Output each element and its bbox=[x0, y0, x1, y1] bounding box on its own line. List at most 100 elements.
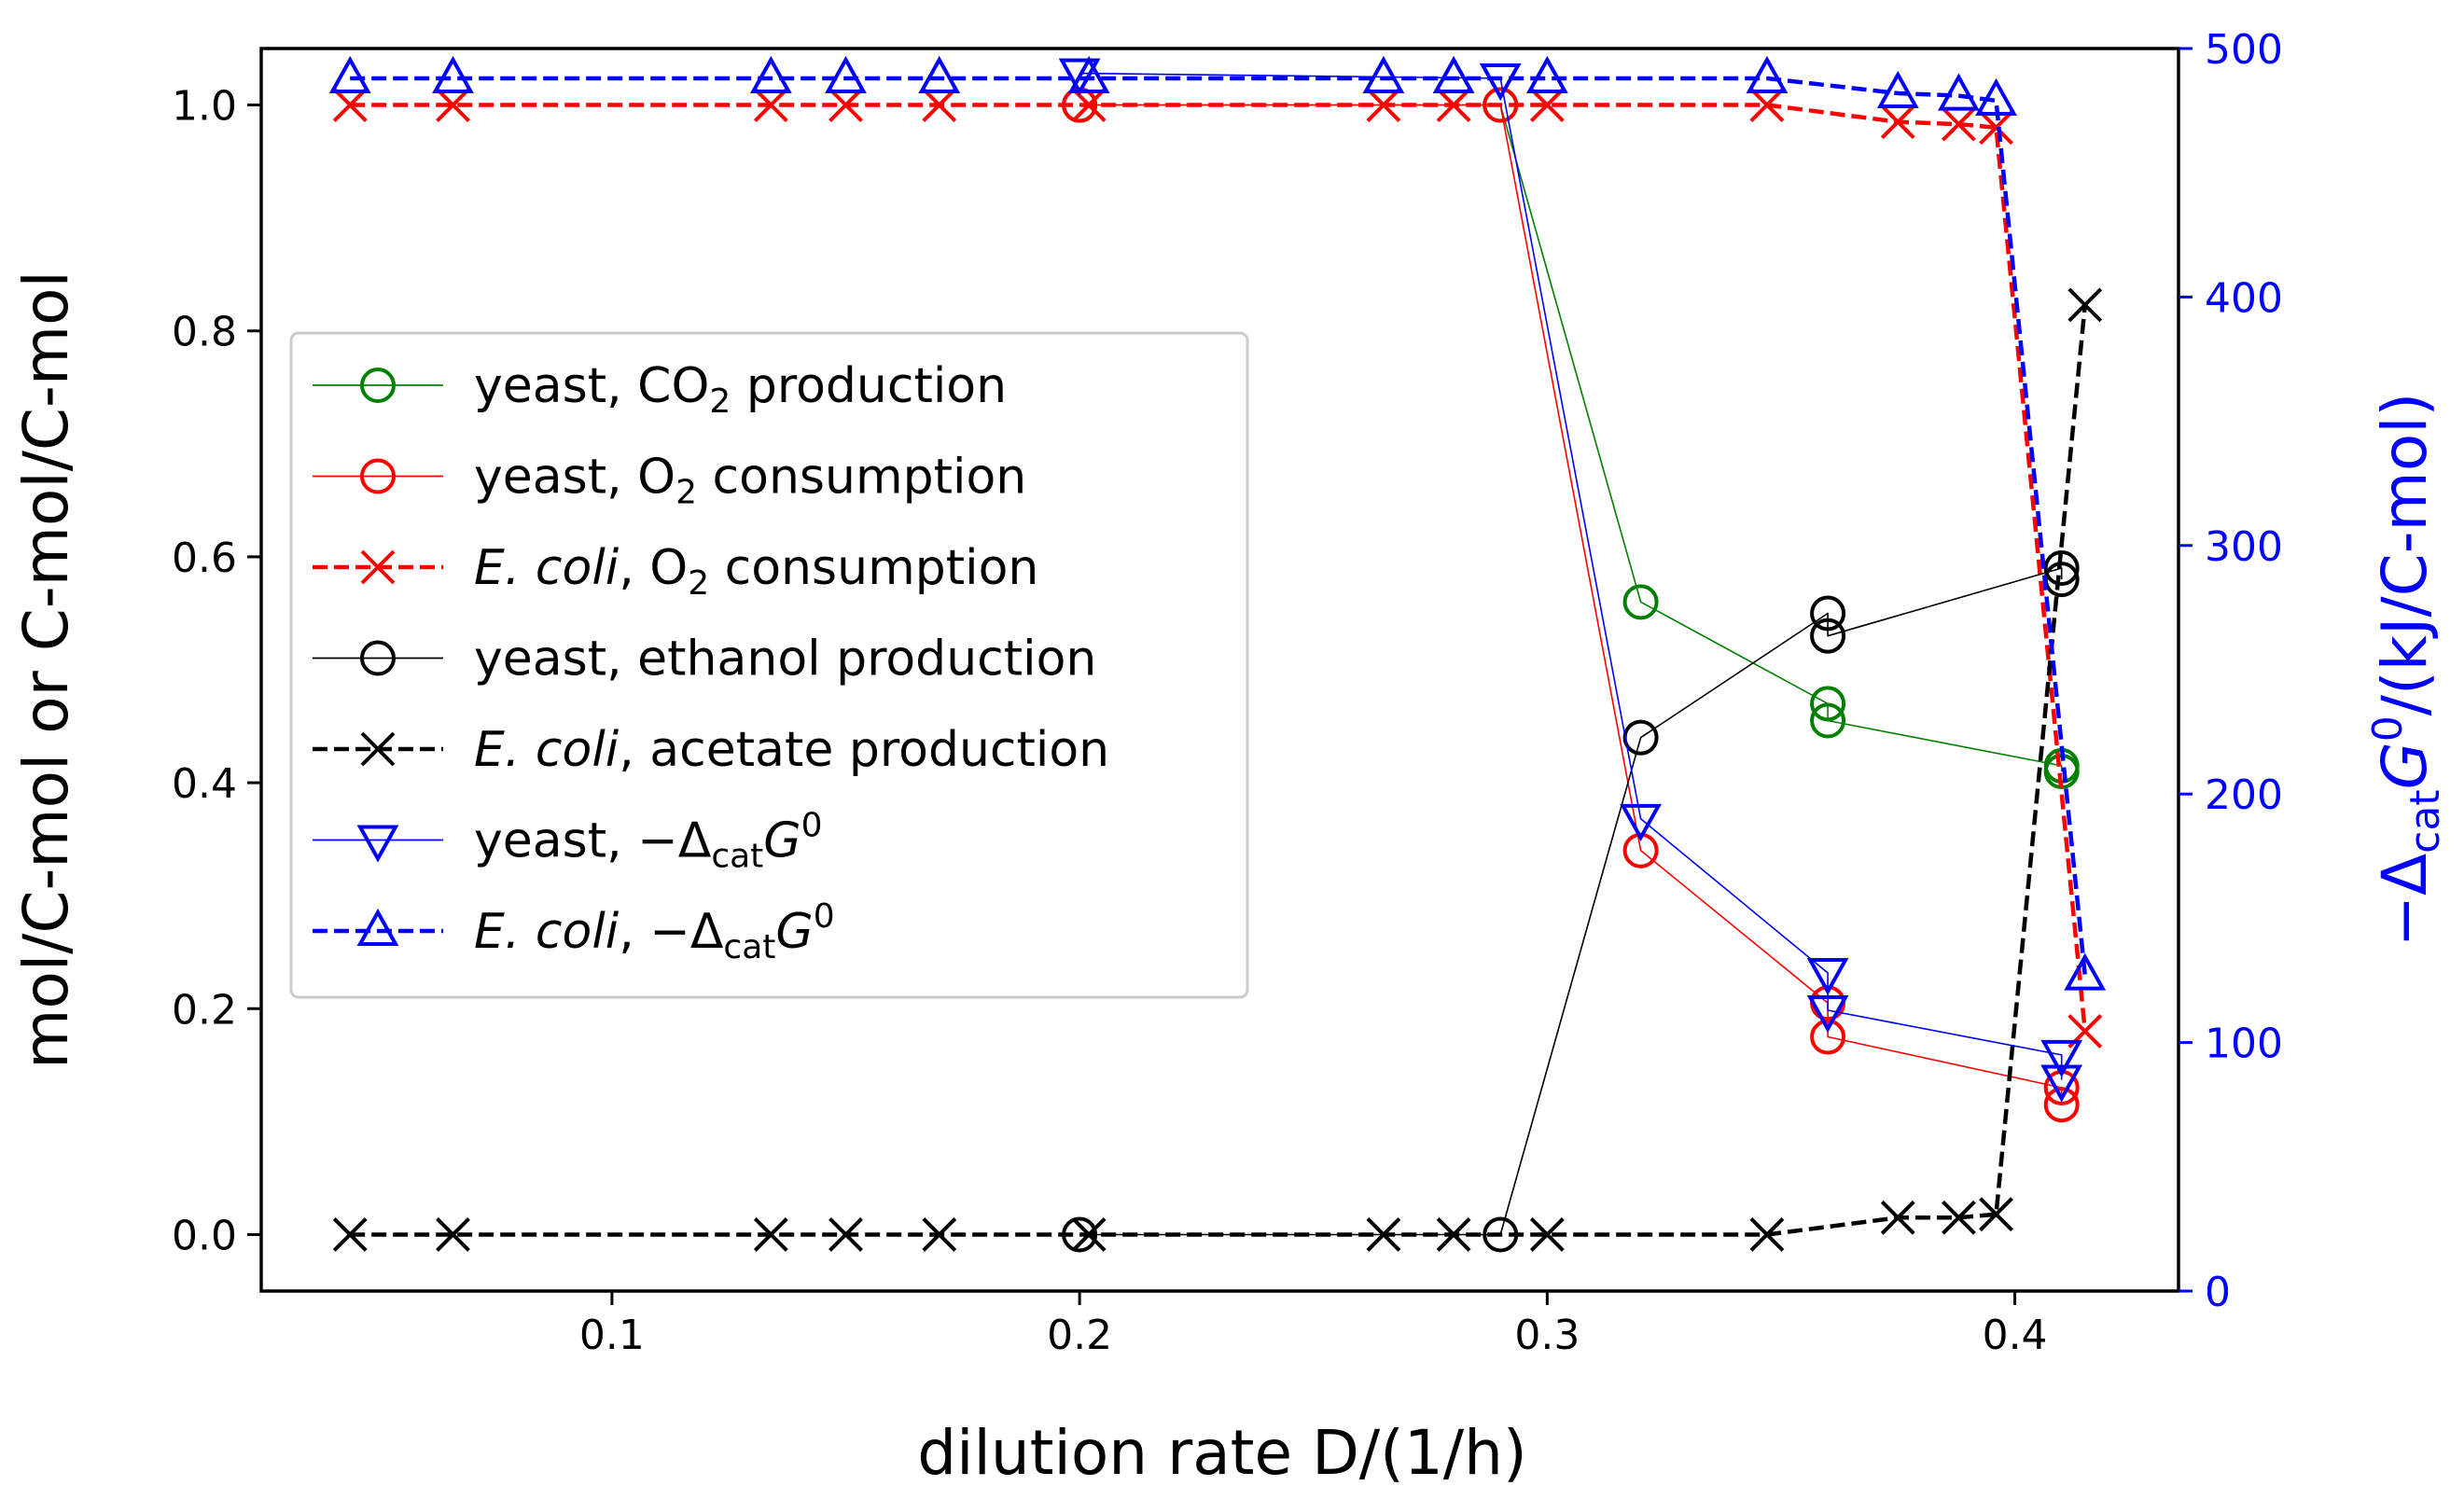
y2-tick-label: 100 bbox=[2205, 1021, 2283, 1068]
data-point-ecoli-acetate-1 bbox=[436, 1217, 470, 1252]
data-point-ecoli-o2-4 bbox=[922, 88, 957, 122]
data-point-yeast-dg-2 bbox=[1620, 803, 1663, 841]
y-tick-label: 0.8 bbox=[172, 309, 237, 356]
legend-label: E. coli, O2 consumption bbox=[474, 540, 1038, 603]
legend-label: yeast, ethanol production bbox=[474, 632, 1096, 688]
series-layer bbox=[328, 55, 2107, 1253]
data-point-ecoli-o2-5 bbox=[1071, 88, 1107, 122]
x-tick-label: 0.2 bbox=[1047, 1312, 1112, 1359]
y2-tick-label: 500 bbox=[2205, 26, 2283, 74]
data-point-ecoli-dg-3 bbox=[825, 55, 867, 93]
legend-marker bbox=[360, 458, 396, 494]
plot-frame bbox=[259, 47, 2180, 1293]
data-point-yeast-dg-4 bbox=[1806, 994, 1849, 1034]
data-point-ecoli-dg-13 bbox=[2064, 952, 2107, 991]
data-point-ecoli-acetate-13 bbox=[2067, 287, 2103, 323]
series-line-ecoli-acetate bbox=[350, 304, 2088, 1237]
y2-axis-label: −ΔcatG0/(kJ/C-mol) bbox=[2364, 393, 2449, 948]
series-ecoli-dg bbox=[328, 55, 2107, 991]
y-tick-label: 0.2 bbox=[172, 986, 237, 1034]
x-axis-label: dilution rate D/(1/h) bbox=[917, 1417, 1526, 1489]
data-point-ecoli-acetate-7 bbox=[1436, 1217, 1471, 1252]
y2-tick-label: 400 bbox=[2205, 274, 2283, 322]
data-point-ecoli-dg-0 bbox=[328, 55, 371, 93]
legend-entry-ecoli-dg: E. coli, −ΔcatG0 bbox=[313, 897, 835, 966]
legend-entry-yeast-ethanol: yeast, ethanol production bbox=[313, 632, 1096, 688]
x-tick-label: 0.4 bbox=[1983, 1312, 2048, 1359]
data-point-ecoli-acetate-3 bbox=[828, 1217, 863, 1252]
legend-marker bbox=[360, 731, 396, 767]
data-point-ecoli-acetate-8 bbox=[1529, 1217, 1565, 1252]
data-point-ecoli-o2-6 bbox=[1366, 88, 1401, 122]
data-point-ecoli-dg-11 bbox=[1938, 73, 1980, 111]
data-point-ecoli-acetate-6 bbox=[1366, 1217, 1401, 1252]
data-point-ecoli-o2-0 bbox=[332, 88, 368, 122]
data-point-ecoli-o2-11 bbox=[1942, 106, 1976, 142]
data-point-yeast-dg-1 bbox=[1479, 62, 1522, 102]
data-point-ecoli-dg-6 bbox=[1362, 55, 1405, 93]
series-ecoli-o2 bbox=[332, 88, 2103, 1049]
legend-label: E. coli, acetate production bbox=[474, 722, 1109, 778]
data-point-ecoli-dg-7 bbox=[1432, 55, 1475, 93]
data-point-ecoli-o2-3 bbox=[828, 88, 863, 122]
y-axis-label: mol/C-mol or C-mol/C-mol bbox=[10, 271, 82, 1069]
data-point-ecoli-o2-7 bbox=[1436, 88, 1471, 122]
data-point-ecoli-o2-10 bbox=[1880, 104, 1915, 140]
ticks-layer: 0.1 0.2 0.3 0.4 0.0 0.2 0.4 0.6 0.8 1.0 0 100 200 300… bbox=[172, 26, 2283, 1359]
data-point-ecoli-acetate-12 bbox=[1979, 1197, 2013, 1232]
data-point-ecoli-acetate-2 bbox=[753, 1217, 788, 1252]
y-tick-label: 0.0 bbox=[172, 1212, 237, 1259]
data-point-ecoli-o2-2 bbox=[753, 88, 788, 122]
data-point-yeast-co2-2 bbox=[1622, 584, 1659, 620]
data-point-ecoli-acetate-5 bbox=[1071, 1217, 1107, 1252]
data-point-ecoli-dg-5 bbox=[1067, 55, 1110, 93]
y2-tick-label: 0 bbox=[2205, 1269, 2231, 1316]
legend: yeast, CO2 production yeast, O2 consumpti… bbox=[289, 331, 1249, 999]
legend-label: yeast, CO2 production bbox=[474, 358, 1007, 421]
data-point-yeast-o2-4 bbox=[1810, 1019, 1846, 1055]
legend-entry-yeast-dg: yeast, −ΔcatG0 bbox=[313, 807, 822, 876]
data-point-ecoli-dg-9 bbox=[1746, 55, 1789, 93]
data-point-ecoli-acetate-10 bbox=[1880, 1200, 1915, 1235]
data-point-yeast-dg-6 bbox=[2040, 1064, 2083, 1103]
series-ecoli-acetate bbox=[332, 287, 2103, 1252]
data-point-yeast-dg-5 bbox=[2040, 1039, 2083, 1078]
y2-tick-label: 200 bbox=[2205, 771, 2283, 819]
data-point-yeast-dg-3 bbox=[1806, 958, 1849, 996]
data-point-ecoli-o2-9 bbox=[1749, 88, 1785, 122]
data-point-yeast-dg-0 bbox=[1058, 58, 1101, 96]
data-point-ecoli-acetate-0 bbox=[332, 1217, 368, 1252]
data-point-yeast-co2-3 bbox=[1810, 686, 1846, 722]
data-point-yeast-ethanol-4 bbox=[1810, 618, 1846, 654]
legend-label: E. coli, −ΔcatG0 bbox=[474, 897, 835, 966]
legend-marker bbox=[356, 908, 399, 946]
legend-marker bbox=[360, 640, 396, 676]
data-point-ecoli-acetate-4 bbox=[922, 1217, 957, 1252]
data-point-ecoli-dg-1 bbox=[432, 55, 474, 93]
series-line-ecoli-o2 bbox=[350, 103, 2088, 1032]
data-point-ecoli-acetate-9 bbox=[1749, 1217, 1785, 1252]
data-point-ecoli-o2-1 bbox=[436, 88, 470, 122]
data-point-ecoli-o2-8 bbox=[1529, 88, 1565, 122]
legend-entry-ecoli-acetate: E. coli, acetate production bbox=[313, 722, 1109, 778]
data-point-ecoli-dg-2 bbox=[749, 55, 792, 93]
y-tick-label: 1.0 bbox=[172, 83, 237, 131]
legend-marker bbox=[360, 368, 396, 403]
data-point-yeast-ethanol-3 bbox=[1810, 595, 1846, 632]
legend-marker bbox=[356, 825, 399, 863]
legend-entry-yeast-o2: yeast, O2 consumption bbox=[313, 450, 1026, 512]
data-point-yeast-ethanol-5 bbox=[2043, 550, 2080, 587]
data-point-yeast-co2-4 bbox=[1810, 702, 1846, 739]
x-tick-label: 0.3 bbox=[1514, 1312, 1580, 1359]
y2-tick-label: 300 bbox=[2205, 523, 2283, 571]
legend-entry-ecoli-o2: E. coli, O2 consumption bbox=[313, 540, 1038, 603]
data-point-ecoli-acetate-11 bbox=[1942, 1200, 1976, 1235]
data-point-ecoli-dg-10 bbox=[1876, 70, 1919, 108]
legend-entry-yeast-co2: yeast, CO2 production bbox=[313, 358, 1007, 421]
data-point-yeast-o2-6 bbox=[2043, 1087, 2080, 1123]
data-point-ecoli-dg-8 bbox=[1525, 55, 1568, 93]
legend-marker bbox=[360, 549, 396, 585]
legend-frame bbox=[289, 331, 1249, 999]
data-point-ecoli-dg-4 bbox=[918, 55, 961, 93]
